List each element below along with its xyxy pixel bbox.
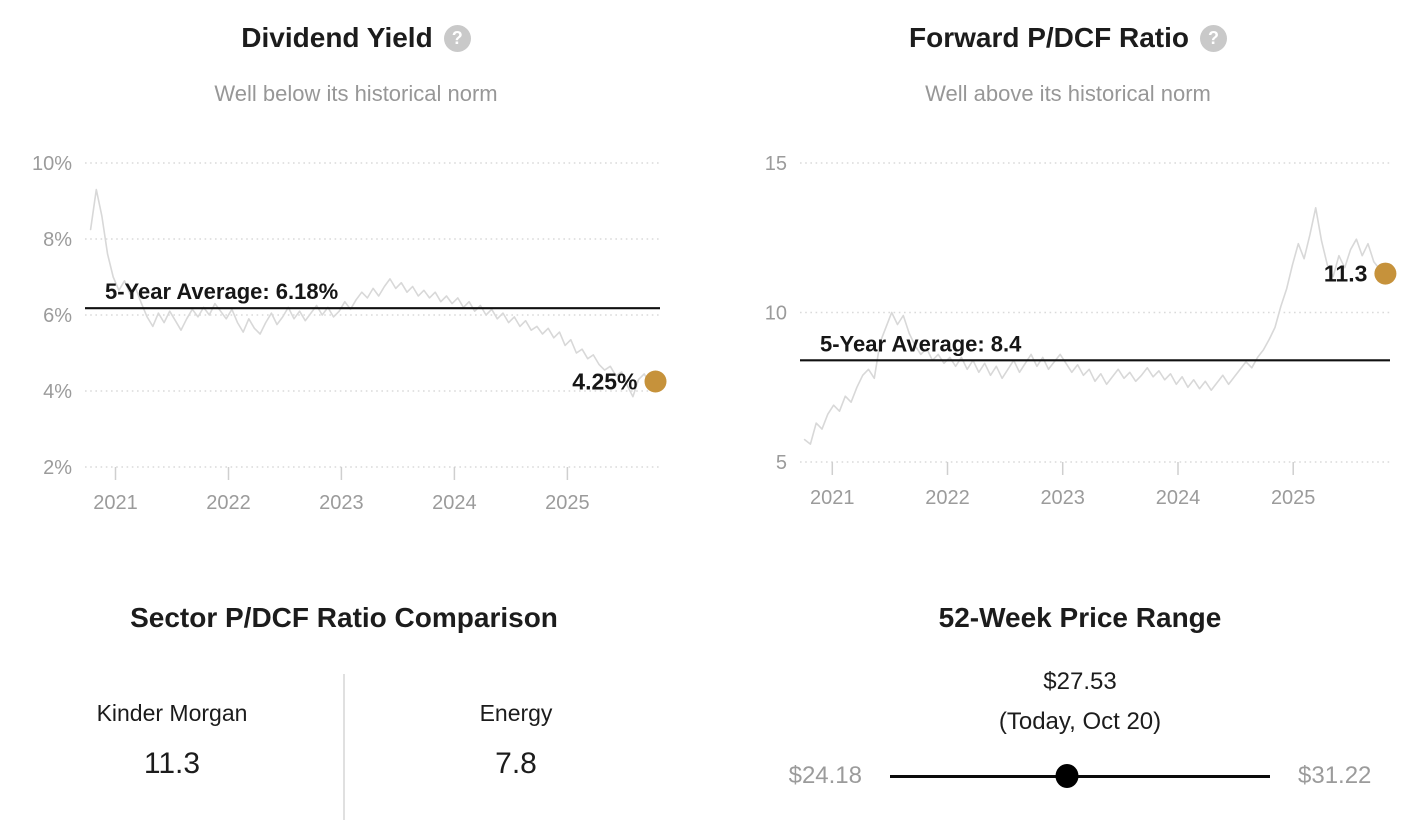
y-tick-label: 6%: [43, 305, 72, 327]
forward-pdcf-card: Forward P/DCF Ratio ? Well above its his…: [712, 0, 1424, 545]
x-tick-label: 2024: [432, 492, 477, 514]
current-value-label: 4.25%: [572, 369, 637, 395]
sector-comparison-title: Sector P/DCF Ratio Comparison: [130, 602, 558, 633]
sector-cell-value: 7.8: [495, 747, 537, 780]
dividend-yield-title-row: Dividend Yield ?: [0, 22, 712, 54]
y-tick-label: 4%: [43, 381, 72, 403]
sector-cell-label: Kinder Morgan: [96, 700, 248, 726]
price-range-handle: [1055, 764, 1079, 788]
dividend-yield-card: Dividend Yield ? Well below its historic…: [0, 0, 712, 545]
x-tick-label: 2025: [545, 492, 590, 514]
x-tick-label: 2022: [206, 492, 251, 514]
price-range-track: [890, 764, 1270, 788]
x-tick-label: 2022: [925, 487, 970, 509]
current-value-dot: [1374, 262, 1397, 285]
current-value-dot: [644, 370, 667, 393]
forward-pdcf-title-row: Forward P/DCF Ratio ?: [712, 22, 1424, 54]
y-tick-label: 10%: [32, 153, 72, 175]
x-tick-label: 2023: [319, 492, 364, 514]
forward-pdcf-line-chart[interactable]: 5 10 15 2021 2022 2023 2024 2025 5-Year Average:…: [712, 140, 1424, 540]
x-tick-label: 2021: [93, 492, 138, 514]
vertical-divider: [343, 674, 345, 820]
price-range-low: $24.18: [788, 762, 862, 789]
y-tick-label: 8%: [43, 229, 72, 251]
average-label: 5-Year Average: 6.18%: [105, 279, 338, 304]
sector-comparison-table: Kinder Morgan 11.3 Energy 7.8: [0, 700, 688, 781]
series-line: [803, 207, 1387, 445]
y-tick-label: 2%: [43, 457, 72, 479]
y-tick-label: 10: [765, 303, 787, 325]
chart-subtitle-dividend-yield: Well below its historical norm: [214, 81, 498, 106]
x-tick-label: 2021: [810, 487, 855, 509]
x-tick-label: 2023: [1040, 487, 1085, 509]
sector-cell-kinder-morgan: Kinder Morgan 11.3: [0, 700, 344, 781]
sector-cell-value: 11.3: [143, 747, 201, 780]
y-tick-label: 5: [776, 452, 787, 474]
chart-title-dividend-yield: Dividend Yield: [241, 22, 433, 53]
help-icon[interactable]: ?: [1200, 24, 1227, 52]
x-tick-label: 2025: [1271, 487, 1316, 509]
price-range-slider: $24.18 $31.22: [736, 753, 1424, 799]
chart-title-forward-pdcf: Forward P/DCF Ratio: [908, 22, 1189, 53]
price-range-current-note: (Today, Oct 20): [998, 708, 1162, 735]
sector-cell-label: Energy: [479, 700, 553, 726]
average-label: 5-Year Average: 8.4: [820, 331, 1022, 356]
series-line: [89, 188, 657, 398]
dividend-yield-line-chart[interactable]: 2% 4% 6% 8% 10% 2021 2022 2023 2024 2025 5-Year Av…: [0, 140, 712, 540]
y-tick-label: 15: [765, 153, 787, 175]
price-range-title: 52-Week Price Range: [938, 602, 1222, 633]
help-icon[interactable]: ?: [443, 24, 471, 52]
price-range-high: $31.22: [1298, 762, 1372, 789]
chart-subtitle-forward-pdcf: Well above its historical norm: [925, 81, 1211, 106]
price-range-current-price: $27.53: [1043, 668, 1117, 695]
sector-cell-energy: Energy 7.8: [344, 700, 688, 781]
x-tick-label: 2024: [1156, 487, 1201, 509]
current-value-label: 11.3: [1324, 261, 1368, 287]
